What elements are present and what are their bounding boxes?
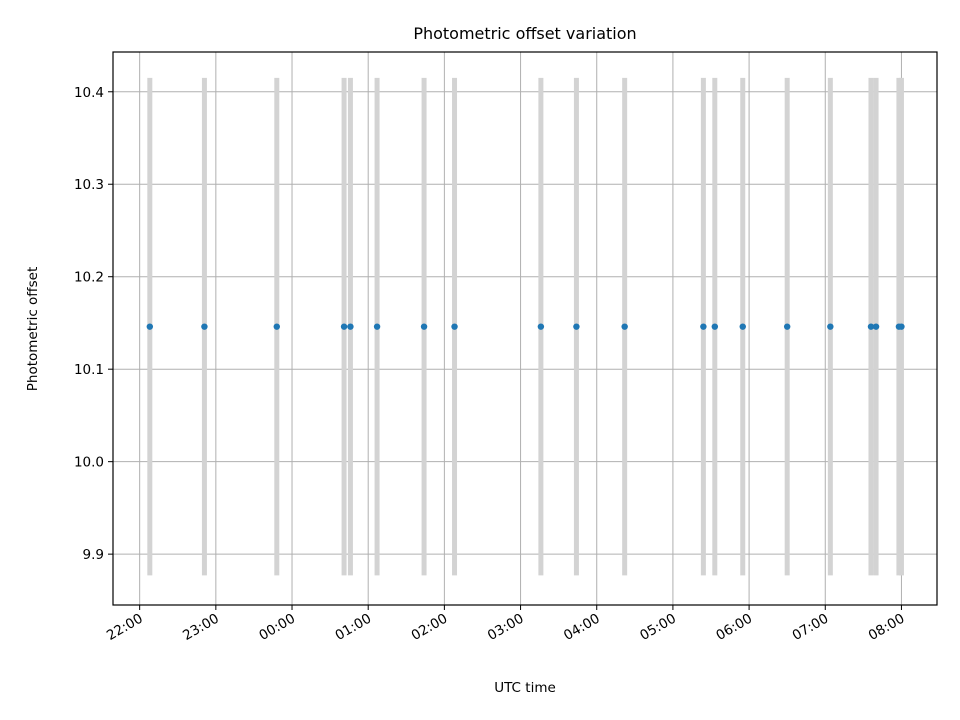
y-tick-label: 10.0 xyxy=(74,455,104,471)
data-point xyxy=(898,323,905,330)
y-tick-label: 10.1 xyxy=(74,362,104,378)
data-point xyxy=(573,323,580,330)
data-point xyxy=(700,323,707,330)
chart-title: Photometric offset variation xyxy=(413,24,636,43)
plot-frame xyxy=(112,51,938,606)
data-point xyxy=(146,323,154,330)
data-point xyxy=(420,323,428,330)
data-point xyxy=(373,323,381,330)
data-point xyxy=(347,323,354,330)
data-points xyxy=(146,323,905,330)
data-point xyxy=(827,323,834,330)
data-point xyxy=(273,323,280,330)
y-tick-label: 10.2 xyxy=(74,270,104,286)
data-point xyxy=(711,323,719,330)
data-point xyxy=(451,323,458,330)
y-tick-label: 10.3 xyxy=(74,177,104,193)
data-point xyxy=(867,323,875,330)
y-axis-label: Photometric offset xyxy=(25,267,41,391)
data-point xyxy=(739,323,746,330)
y-axis: 9.9 10.0 10.1 10.2 10.3 10.4 xyxy=(74,85,113,563)
x-axis-label: UTC time xyxy=(494,680,556,696)
data-point xyxy=(201,323,208,330)
data-point xyxy=(872,323,880,330)
data-point xyxy=(621,323,628,330)
y-tick-label: 9.9 xyxy=(83,547,104,563)
plot-area xyxy=(113,52,937,605)
data-point xyxy=(537,323,545,330)
y-tick-label: 10.4 xyxy=(74,85,104,101)
data-point xyxy=(340,323,348,330)
data-point xyxy=(783,323,791,330)
